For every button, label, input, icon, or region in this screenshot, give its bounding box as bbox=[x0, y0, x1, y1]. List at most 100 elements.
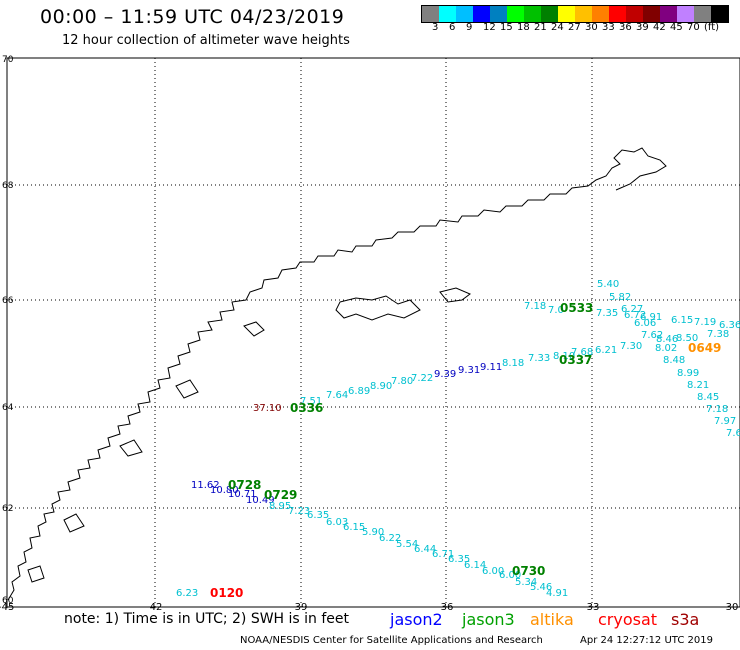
legend-swatch bbox=[473, 6, 490, 22]
wave-height-value: 9.11 bbox=[480, 362, 502, 373]
wave-height-value: 5.54 bbox=[396, 539, 418, 550]
legend-swatch bbox=[626, 6, 643, 22]
lon-label: -42 bbox=[146, 602, 162, 613]
satellite-name: jason3 bbox=[462, 610, 515, 629]
legend-label: 6 bbox=[449, 22, 456, 33]
wave-height-value: 7.6 bbox=[726, 428, 740, 439]
lon-label: -45 bbox=[0, 602, 14, 613]
lat-label: 70 bbox=[2, 55, 14, 65]
legend-swatch bbox=[592, 6, 609, 22]
legend-swatch bbox=[422, 6, 439, 22]
legend-label: 9 bbox=[466, 22, 473, 33]
wave-height-value: 7.19 bbox=[694, 317, 716, 328]
greenland-coastline bbox=[7, 147, 667, 601]
wave-height-value: 8.10 bbox=[553, 351, 575, 362]
wave-height-value: 10.80 bbox=[210, 485, 239, 496]
wave-height-value: 6.14 bbox=[464, 560, 486, 571]
map-title: 00:00 – 11:59 UTC 04/23/2019 bbox=[40, 6, 345, 28]
wave-height-value: 8.46 bbox=[656, 334, 678, 345]
wave-height-value: 6.03 bbox=[326, 517, 348, 528]
lon-label: -33 bbox=[583, 602, 599, 613]
legend-swatch bbox=[558, 6, 575, 22]
color-scale-legend bbox=[421, 5, 729, 23]
wave-height-value: 8.95 bbox=[269, 501, 291, 512]
legend-label: 21 bbox=[534, 22, 547, 33]
satellite-name: jason2 bbox=[390, 610, 443, 629]
wave-height-value: 8.18 bbox=[502, 358, 524, 369]
pass-time-label: 0120 bbox=[210, 586, 243, 600]
wave-height-value: 5.90 bbox=[362, 527, 384, 538]
lon-label: -36 bbox=[437, 602, 453, 613]
legend-swatch bbox=[575, 6, 592, 22]
pass-time-label: 0533 bbox=[560, 301, 593, 315]
wave-height-value: 7.64 bbox=[326, 390, 348, 401]
wave-height-value: 8.50 bbox=[676, 333, 698, 344]
legend-label: 27 bbox=[568, 22, 581, 33]
legend-label: 3 bbox=[432, 22, 439, 33]
wave-height-value: 5.34 bbox=[515, 577, 537, 588]
wave-height-value: 8.48 bbox=[663, 355, 685, 366]
footer-note: note: 1) Time is in UTC; 2) SWH is in fe… bbox=[64, 611, 350, 627]
wave-height-value: 37.10 bbox=[253, 403, 282, 414]
pass-time-label: 0728 bbox=[228, 478, 261, 492]
wave-height-value: 6.72 bbox=[624, 310, 646, 321]
legend-swatch bbox=[660, 6, 677, 22]
wave-height-value: 5.40 bbox=[597, 279, 619, 290]
legend-swatch bbox=[439, 6, 456, 22]
wave-height-value: 6.36 bbox=[719, 320, 740, 331]
legend-swatch bbox=[711, 6, 728, 22]
legend-swatch bbox=[694, 6, 711, 22]
legend-label: 42 bbox=[653, 22, 666, 33]
pass-time-label: 0336 bbox=[290, 401, 323, 415]
legend-label: 45 bbox=[670, 22, 683, 33]
wave-height-value: 7.33 bbox=[528, 353, 550, 364]
legend-label: 15 bbox=[500, 22, 513, 33]
wave-height-value: 6.21 bbox=[595, 345, 617, 356]
wave-height-value: 6.23 bbox=[176, 588, 198, 599]
legend-swatch bbox=[643, 6, 660, 22]
wave-height-value: 7.23 bbox=[288, 506, 310, 517]
wave-height-value: 6.00 bbox=[499, 570, 521, 581]
wave-height-value: 8.45 bbox=[697, 392, 719, 403]
wave-height-value: 8.02 bbox=[655, 343, 677, 354]
wave-height-value: 6.44 bbox=[414, 544, 436, 555]
coastline-islands bbox=[27, 287, 471, 583]
wave-height-value: 6.22 bbox=[379, 533, 401, 544]
wave-height-value: 10.49 bbox=[246, 495, 275, 506]
wave-height-value: 6.00 bbox=[482, 566, 504, 577]
wave-height-value: 9.31 bbox=[458, 365, 480, 376]
pass-time-label: 0729 bbox=[264, 488, 297, 502]
wave-height-value: 6.15 bbox=[343, 522, 365, 533]
wave-height-value: 6.27 bbox=[621, 304, 643, 315]
legend-label: 70 bbox=[687, 22, 700, 33]
timestamp-text: Apr 24 12:27:12 UTC 2019 bbox=[580, 635, 713, 646]
legend-label: 12 bbox=[483, 22, 496, 33]
legend-label: 33 bbox=[602, 22, 615, 33]
pass-time-label: 0730 bbox=[512, 564, 545, 578]
wave-height-value: 6.89 bbox=[348, 386, 370, 397]
wave-height-value: 5.46 bbox=[530, 582, 552, 593]
wave-height-value: 7.35 bbox=[596, 308, 618, 319]
legend-label: 18 bbox=[517, 22, 530, 33]
wave-height-value: 7.38 bbox=[707, 329, 729, 340]
wave-height-value: 6.06 bbox=[634, 318, 656, 329]
legend-label: 36 bbox=[619, 22, 632, 33]
wave-height-value: 7.51 bbox=[300, 396, 322, 407]
satellite-name: s3a bbox=[671, 610, 700, 629]
wave-height-value: 7.18 bbox=[524, 301, 546, 312]
lat-label: 64 bbox=[2, 403, 14, 413]
lat-label: 68 bbox=[2, 181, 14, 191]
legend-swatch bbox=[507, 6, 524, 22]
legend-swatch bbox=[677, 6, 694, 22]
legend-swatch bbox=[609, 6, 626, 22]
wave-height-value: 7.62 bbox=[641, 330, 663, 341]
wave-height-value: 9.39 bbox=[434, 369, 456, 380]
map-frame bbox=[6, 57, 740, 608]
lon-label: -30 bbox=[722, 602, 738, 613]
wave-height-value: 10.71 bbox=[228, 489, 257, 500]
wave-height-value: 7.97 bbox=[714, 416, 736, 427]
wave-height-value: 4.91 bbox=[546, 588, 568, 599]
legend-swatch bbox=[541, 6, 558, 22]
